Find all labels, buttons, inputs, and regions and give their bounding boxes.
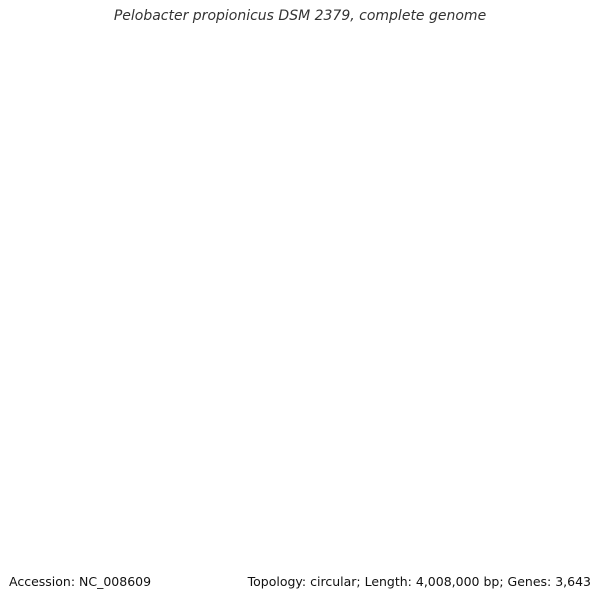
map-title: Pelobacter propionicus DSM 2379, complet… <box>113 8 487 24</box>
accession-text: Accession: NC_008609 <box>9 574 152 589</box>
genome-summary-text: Topology: circular; Length: 4,008,000 bp… <box>247 574 591 589</box>
map-footer: Accession: NC_008609 Topology: circular;… <box>0 574 600 594</box>
